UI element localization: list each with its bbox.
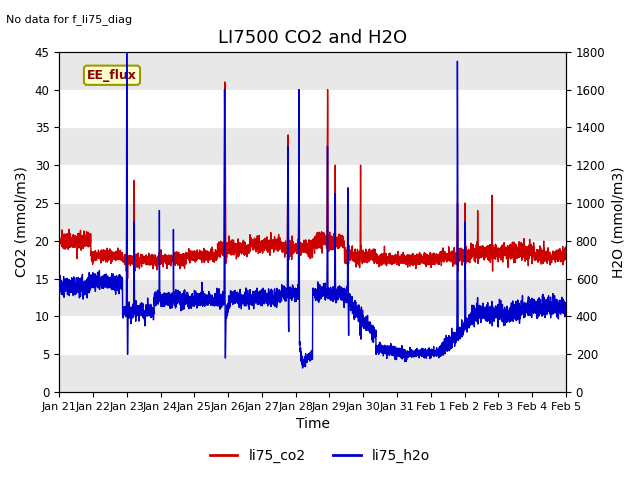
Y-axis label: H2O (mmol/m3): H2O (mmol/m3) [611,166,625,277]
Bar [59,279,566,316]
Bar [59,127,566,165]
Title: LI7500 CO2 and H2O: LI7500 CO2 and H2O [218,29,407,48]
Bar [59,52,566,90]
Text: No data for f_li75_diag: No data for f_li75_diag [6,14,132,25]
Bar [59,354,566,392]
Bar [59,203,566,241]
X-axis label: Time: Time [296,418,330,432]
Legend: li75_co2, li75_h2o: li75_co2, li75_h2o [204,443,436,468]
Y-axis label: CO2 (mmol/m3): CO2 (mmol/m3) [15,167,29,277]
Text: EE_flux: EE_flux [87,69,137,82]
